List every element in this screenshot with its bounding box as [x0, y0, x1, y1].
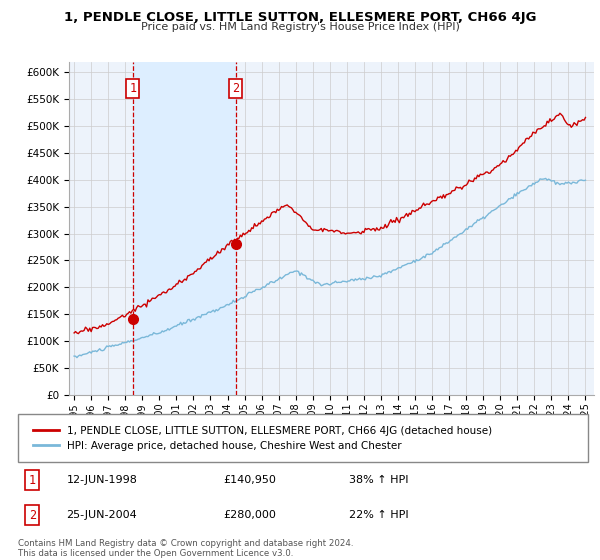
Text: £280,000: £280,000 [223, 510, 276, 520]
Text: 1, PENDLE CLOSE, LITTLE SUTTON, ELLESMERE PORT, CH66 4JG: 1, PENDLE CLOSE, LITTLE SUTTON, ELLESMER… [64, 11, 536, 24]
Legend: 1, PENDLE CLOSE, LITTLE SUTTON, ELLESMERE PORT, CH66 4JG (detached house), HPI: : 1, PENDLE CLOSE, LITTLE SUTTON, ELLESMER… [29, 422, 497, 455]
Text: Price paid vs. HM Land Registry's House Price Index (HPI): Price paid vs. HM Land Registry's House … [140, 22, 460, 32]
Text: 25-JUN-2004: 25-JUN-2004 [67, 510, 137, 520]
Text: Contains HM Land Registry data © Crown copyright and database right 2024.
This d: Contains HM Land Registry data © Crown c… [18, 539, 353, 558]
Text: 38% ↑ HPI: 38% ↑ HPI [349, 475, 408, 485]
Text: 22% ↑ HPI: 22% ↑ HPI [349, 510, 408, 520]
Text: 1: 1 [130, 82, 136, 95]
Text: £140,950: £140,950 [223, 475, 276, 485]
Text: 2: 2 [29, 508, 36, 522]
Text: 2: 2 [232, 82, 239, 95]
Text: 12-JUN-1998: 12-JUN-1998 [67, 475, 137, 485]
Text: 1: 1 [29, 474, 36, 487]
Bar [133, 62, 236, 395]
